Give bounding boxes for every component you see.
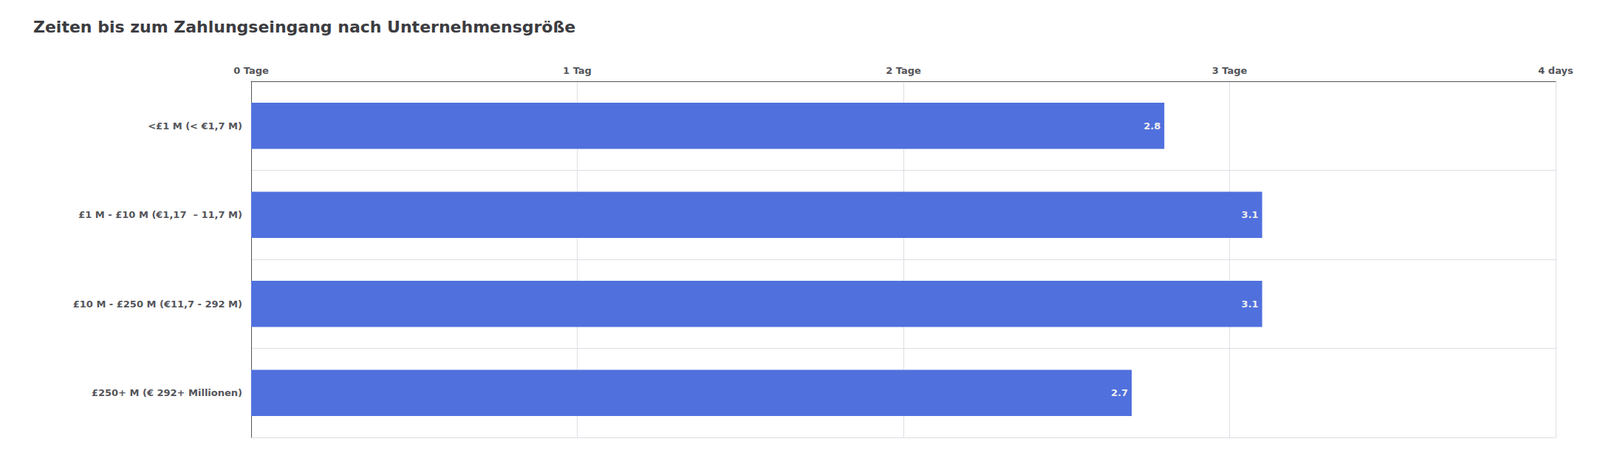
- svg-text:0 Tage: 0 Tage: [233, 65, 269, 77]
- svg-text:4 days: 4 days: [1537, 65, 1574, 77]
- svg-text:2.8: 2.8: [1143, 120, 1161, 132]
- svg-text:Zeiten bis zum Zahlungseingang: Zeiten bis zum Zahlungseingang nach Unte…: [33, 17, 576, 37]
- svg-text:<£1 M (< €1,7 M): <£1 M (< €1,7 M): [147, 120, 243, 132]
- svg-text:£10 M - £250 M (€11,7 - 292 M): £10 M - £250 M (€11,7 - 292 M): [73, 298, 243, 310]
- svg-text:2 Tage: 2 Tage: [885, 65, 922, 77]
- svg-text:£250+ M (€ 292+ Millionen): £250+ M (€ 292+ Millionen): [91, 387, 243, 399]
- svg-text:3 Tage: 3 Tage: [1212, 65, 1248, 77]
- svg-text:2.7: 2.7: [1110, 387, 1128, 399]
- svg-text:3.1: 3.1: [1241, 209, 1259, 221]
- svg-text:£1 M - £10 M (€1,17 – 11,7 M): £1 M - £10 M (€1,17 – 11,7 M): [78, 209, 243, 221]
- svg-text:1 Tag: 1 Tag: [562, 65, 592, 77]
- svg-text:3.1: 3.1: [1241, 298, 1259, 310]
